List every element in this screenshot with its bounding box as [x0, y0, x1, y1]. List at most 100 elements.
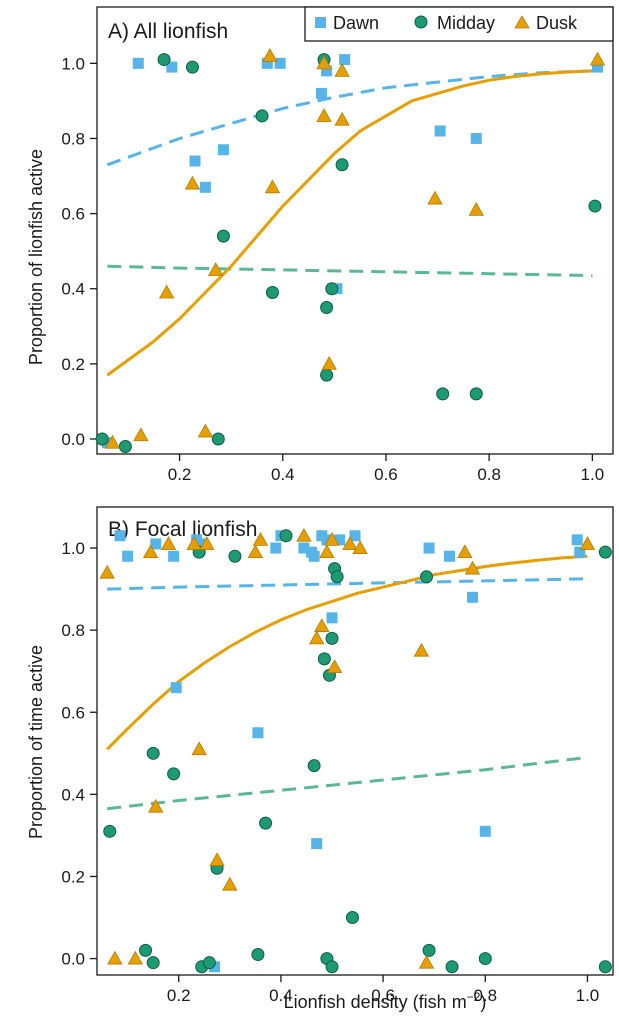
- panel-b-point-dusk: [199, 536, 215, 550]
- legend-box: [304, 6, 614, 42]
- panel-a-point-dawn: [132, 57, 144, 69]
- panel-b-point-midday: [279, 529, 293, 543]
- panel-b-point-midday: [307, 759, 321, 773]
- panel-a-point-dusk: [207, 262, 224, 276]
- panel-a-x-tick-label: 0.2: [168, 465, 192, 484]
- panel-a-title: A) All lionfish: [108, 20, 228, 43]
- panel-a-point-midday: [335, 158, 349, 172]
- panel-a-point-dusk: [104, 434, 121, 449]
- panel-a-x-tick-label: 0.4: [271, 465, 295, 484]
- panel-a-point-dawn: [189, 155, 201, 167]
- panel-b-point-dusk: [319, 544, 335, 559]
- panel-a-point-dusk: [262, 48, 278, 62]
- panel-b-point-dusk: [457, 544, 473, 559]
- panel-b-point-midday: [345, 911, 359, 925]
- panel-b-point-midday: [167, 767, 181, 781]
- panel-b-point-dawn: [321, 534, 333, 546]
- panel-b-point-dusk: [127, 950, 143, 965]
- panel-b-point-dusk: [142, 544, 159, 559]
- panel-a-point-dawn: [321, 65, 333, 77]
- panel-b-x-tick-label: 0.2: [167, 986, 191, 1005]
- panel-a-point-dusk: [316, 108, 332, 122]
- panel-a-point-midday: [325, 282, 339, 296]
- panel-b-point-dawn: [170, 682, 182, 694]
- panel-a-fit-dawn: [106, 69, 593, 167]
- panel-b-x-tick-label: 0.8: [473, 986, 497, 1005]
- panel-b-y-tick-label: 0.4: [61, 785, 85, 804]
- panel-a-point-dusk: [133, 427, 149, 442]
- panel-a-point-midday: [588, 199, 602, 213]
- panel-b-point-midday: [146, 956, 160, 970]
- panel-b-point-dawn: [209, 961, 221, 973]
- panel-b-point-dusk: [186, 536, 202, 550]
- panel-b-point-dusk: [314, 618, 330, 632]
- panel-b-fit-midday: [107, 755, 588, 811]
- panel-b-y-label: Proportion of time active: [26, 645, 46, 839]
- panel-b-point-midday: [317, 652, 331, 666]
- panel-a-point-dusk: [589, 51, 606, 66]
- panel-a-y-tick-label: 1.0: [61, 54, 85, 73]
- panel-b-y-tick-label: 0.6: [61, 703, 85, 722]
- panel-b-frame: [96, 506, 614, 976]
- legend-midday-marker: [414, 15, 428, 29]
- panel-b-point-dusk: [326, 659, 343, 674]
- panel-b-point-dawn: [270, 542, 282, 554]
- panel-b-point-dawn: [114, 530, 126, 542]
- panel-a-fit-midday: [107, 264, 593, 278]
- panel-a-point-dawn: [315, 87, 327, 99]
- panel-b-point-dawn: [196, 538, 208, 550]
- panel-b-point-midday: [325, 631, 339, 645]
- panel-a-point-dusk: [158, 284, 175, 299]
- panel-b-title: B) Focal lionfish: [108, 518, 257, 541]
- x-axis-label-main: Lionfish density (fish m: [284, 992, 467, 1012]
- panel-a-points: [95, 48, 606, 453]
- panel-b-point-midday: [420, 570, 434, 584]
- panel-b-point-dusk: [342, 536, 358, 550]
- panel-b-point-dawn: [311, 838, 323, 850]
- panel-a-x-tick-label: 0.6: [374, 465, 398, 484]
- panel-b-x-tick-label: 0.4: [269, 986, 293, 1005]
- panel-b-point-midday: [330, 570, 344, 584]
- panel-b-point-dawn: [252, 727, 264, 739]
- panel-b: B) Focal lionfish Proportion of time act…: [26, 506, 614, 1005]
- panel-b-point-dusk: [107, 950, 123, 965]
- panel-b-point-dawn: [122, 550, 134, 562]
- panel-b-y-tick-label: 0.2: [61, 867, 85, 886]
- panel-a-point-midday: [469, 387, 483, 401]
- panel-a-point-dusk: [264, 179, 281, 194]
- panel-a-point-midday: [185, 60, 199, 74]
- panel-b-point-dawn: [467, 591, 479, 603]
- panel-b-point-midday: [259, 816, 273, 830]
- panel-a-point-dawn: [166, 61, 178, 73]
- panel-a-point-midday: [320, 368, 334, 382]
- legend-dawn-marker: [315, 17, 326, 28]
- panel-a-y-label: Proportion of lionfish active: [26, 149, 46, 365]
- panel-b-x-ticks: 0.2 0.4 0.6 0.8 1.0: [167, 975, 599, 1005]
- panel-b-point-dawn: [423, 542, 435, 554]
- panel-a-point-midday: [436, 387, 450, 401]
- panel-a-point-midday: [157, 53, 171, 67]
- panel-a-point-dawn: [217, 144, 229, 156]
- panel-b-point-dawn: [150, 538, 162, 550]
- panel-b-point-dawn: [574, 546, 586, 558]
- panel-b-point-midday: [103, 824, 117, 838]
- panel-a-x-tick-label: 1.0: [581, 465, 605, 484]
- panel-a-fit-dusk: [106, 69, 593, 377]
- panel-a-point-midday: [95, 432, 109, 446]
- panel-a-fit-lines: [106, 69, 593, 377]
- panel-b-point-dawn: [334, 534, 346, 546]
- panel-a-point-dusk: [321, 356, 337, 370]
- panel-b-point-midday: [478, 952, 492, 966]
- panel-a-x-ticks: 0.2 0.4 0.6 0.8 1.0: [168, 454, 604, 484]
- panel-b-point-dawn: [168, 550, 180, 562]
- x-axis-label-close: ): [480, 992, 486, 1012]
- panel-a-point-dawn: [261, 57, 273, 69]
- panel-b-point-dusk: [160, 536, 177, 550]
- panel-b-point-dawn: [571, 534, 583, 546]
- panel-b-point-dusk: [352, 540, 368, 554]
- panel-b-point-dusk: [222, 876, 238, 891]
- panel-a-point-dawn: [339, 54, 351, 66]
- panel-a-y-tick-label: 0.8: [61, 129, 85, 148]
- panel-b-point-dusk: [296, 527, 312, 542]
